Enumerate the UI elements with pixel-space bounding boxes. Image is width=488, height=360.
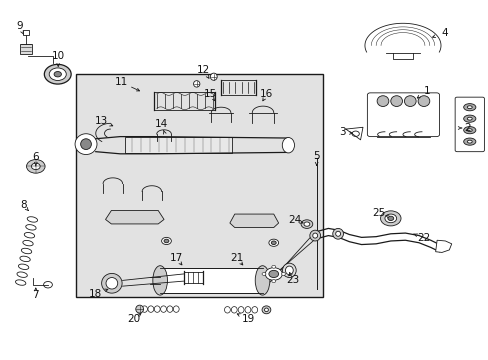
- Ellipse shape: [262, 306, 270, 314]
- Polygon shape: [105, 211, 163, 224]
- Bar: [22, 31, 29, 35]
- Ellipse shape: [467, 140, 471, 143]
- Text: 21: 21: [229, 253, 243, 263]
- Text: 14: 14: [155, 120, 168, 129]
- Text: 1: 1: [423, 86, 430, 96]
- Ellipse shape: [390, 96, 402, 107]
- Text: 3: 3: [338, 127, 345, 137]
- Text: 16: 16: [260, 89, 273, 99]
- Ellipse shape: [282, 138, 294, 153]
- Text: 25: 25: [371, 208, 385, 218]
- Ellipse shape: [304, 222, 309, 226]
- Text: 7: 7: [32, 291, 39, 301]
- Polygon shape: [435, 240, 451, 252]
- Ellipse shape: [467, 117, 471, 120]
- Text: 4: 4: [440, 28, 447, 38]
- Text: 12: 12: [196, 64, 209, 75]
- Text: 22: 22: [416, 233, 430, 243]
- Text: 6: 6: [32, 152, 39, 162]
- Ellipse shape: [26, 159, 45, 173]
- Ellipse shape: [193, 81, 200, 87]
- Ellipse shape: [463, 115, 475, 122]
- Ellipse shape: [49, 68, 66, 81]
- Ellipse shape: [380, 211, 400, 226]
- Bar: [125, 137, 232, 153]
- FancyBboxPatch shape: [366, 93, 439, 136]
- Ellipse shape: [417, 96, 429, 107]
- Ellipse shape: [285, 266, 293, 275]
- Text: 13: 13: [94, 116, 107, 126]
- Text: 10: 10: [52, 51, 65, 61]
- Text: 5: 5: [313, 150, 319, 161]
- Ellipse shape: [210, 73, 217, 80]
- Text: 18: 18: [89, 289, 102, 299]
- Ellipse shape: [467, 106, 471, 109]
- Text: 2: 2: [464, 123, 470, 133]
- Ellipse shape: [376, 96, 388, 107]
- Ellipse shape: [384, 214, 396, 223]
- Ellipse shape: [271, 265, 275, 268]
- Ellipse shape: [75, 134, 97, 154]
- Ellipse shape: [264, 308, 268, 312]
- Ellipse shape: [271, 280, 275, 283]
- Text: 15: 15: [203, 89, 217, 99]
- Ellipse shape: [282, 263, 296, 278]
- Text: 8: 8: [20, 200, 26, 210]
- FancyBboxPatch shape: [454, 97, 484, 152]
- Text: 11: 11: [115, 77, 128, 87]
- Polygon shape: [229, 214, 278, 228]
- Ellipse shape: [463, 138, 475, 145]
- Ellipse shape: [44, 64, 71, 84]
- Ellipse shape: [309, 230, 320, 241]
- Ellipse shape: [161, 237, 171, 244]
- Text: 17: 17: [169, 253, 183, 263]
- Ellipse shape: [301, 220, 312, 228]
- Ellipse shape: [463, 127, 475, 134]
- Text: 23: 23: [286, 275, 299, 285]
- Ellipse shape: [312, 233, 317, 238]
- Ellipse shape: [81, 139, 91, 149]
- Ellipse shape: [54, 72, 61, 77]
- Ellipse shape: [163, 239, 168, 243]
- Bar: [160, 267, 262, 293]
- Bar: [76, 74, 322, 297]
- Text: 9: 9: [16, 21, 22, 31]
- Ellipse shape: [332, 228, 343, 239]
- Ellipse shape: [102, 273, 122, 293]
- Ellipse shape: [387, 216, 393, 221]
- Bar: [20, 44, 32, 54]
- Ellipse shape: [467, 129, 471, 132]
- Ellipse shape: [264, 268, 282, 280]
- Ellipse shape: [106, 278, 118, 289]
- Text: 24: 24: [287, 215, 301, 225]
- Ellipse shape: [335, 231, 340, 236]
- Ellipse shape: [255, 266, 269, 295]
- Ellipse shape: [268, 239, 278, 246]
- Ellipse shape: [404, 96, 415, 107]
- Ellipse shape: [31, 163, 40, 170]
- Ellipse shape: [262, 273, 265, 275]
- Ellipse shape: [463, 104, 475, 111]
- Ellipse shape: [136, 305, 143, 313]
- Ellipse shape: [271, 241, 276, 244]
- Ellipse shape: [153, 266, 167, 295]
- Text: 19: 19: [241, 314, 255, 324]
- Ellipse shape: [268, 270, 278, 278]
- Text: 20: 20: [126, 314, 140, 324]
- Ellipse shape: [281, 273, 285, 275]
